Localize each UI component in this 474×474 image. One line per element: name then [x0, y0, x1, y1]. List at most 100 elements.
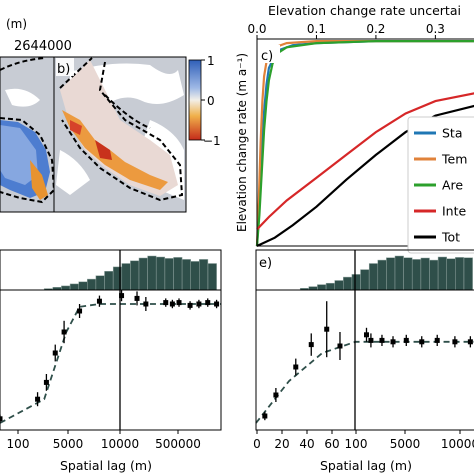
panel-e-xlabel: Spatial lag (m) — [320, 458, 412, 473]
histogram-bar — [429, 259, 439, 291]
histogram-bar — [104, 271, 114, 291]
data-point — [293, 364, 299, 370]
map-b-glacier-orange — [62, 110, 168, 190]
histogram-bar — [121, 263, 131, 291]
data-point — [143, 301, 149, 307]
panel-c: Elevation change rate uncertai Elevation… — [235, 3, 474, 254]
map-panels: (m) 2644000 b) — [0, 17, 221, 213]
histogram-bar — [368, 263, 379, 291]
data-point — [390, 339, 396, 345]
map-b-frame — [53, 56, 187, 213]
map-b-outline-2 — [104, 94, 151, 129]
x-tick-label: 0 — [253, 437, 261, 451]
colorbar-tick-label: −1 — [203, 134, 221, 148]
histogram-bar — [61, 285, 71, 291]
histogram-bar — [437, 256, 447, 291]
colorbar-tick-label: 1 — [207, 54, 215, 68]
panel-c-label-box — [260, 45, 280, 63]
data-point — [61, 329, 67, 335]
data-point — [205, 300, 211, 306]
panel-c-x-ticks: 0.0 0.1 0.2 0.3 — [247, 22, 445, 39]
histogram-bar — [325, 282, 335, 291]
map-unit-label: (m) — [6, 17, 27, 31]
histogram-bar — [420, 257, 430, 291]
legend-label: Tot — [441, 230, 460, 245]
histogram-bar — [181, 259, 191, 291]
data-point — [163, 300, 169, 306]
histogram-bar — [403, 257, 413, 291]
data-point — [176, 300, 182, 306]
data-point — [379, 337, 385, 343]
panel-e-label-box — [258, 252, 278, 270]
data-point — [96, 298, 102, 304]
panel-e-points — [255, 301, 474, 424]
data-point — [35, 396, 41, 402]
panel-e-label: e) — [259, 256, 272, 271]
x-tick-label: 20 — [274, 437, 289, 451]
data-point — [0, 416, 3, 422]
map-b-ice-white-2 — [56, 150, 90, 195]
panel-d-points — [0, 290, 221, 424]
histogram-bar — [308, 286, 318, 291]
map-a-glacier-blue-2 — [0, 125, 38, 185]
histogram-bar — [190, 261, 200, 291]
data-point — [364, 332, 369, 338]
panel-d: 100 5000 10000 500000 Spatial lag (m) — [0, 249, 222, 473]
variogram-fit-line — [0, 303, 221, 424]
data-point — [273, 392, 279, 398]
data-point — [214, 301, 220, 307]
panel-e: e) 0 20 40 60 100 5000 10000 Spatial lag (m) — [253, 249, 474, 473]
panel-e-axes-frame — [255, 289, 474, 431]
panel-c-label: c) — [261, 49, 273, 64]
histogram-bar — [95, 275, 105, 291]
map-a-ice-white — [5, 88, 40, 107]
legend-box — [407, 116, 474, 254]
panel-e-x-ticks: 0 20 40 60 100 5000 10000 — [253, 430, 474, 451]
histogram-bar — [377, 259, 387, 291]
map-b-glacier-red — [95, 140, 112, 160]
histogram-bar — [130, 260, 140, 291]
data-point — [77, 308, 83, 314]
x-tick-label: 100 — [7, 437, 30, 451]
histogram-bar — [463, 257, 473, 291]
map-a — [0, 56, 56, 213]
panel-c-title: Elevation change rate uncertai — [268, 3, 461, 18]
histogram-bar — [455, 257, 465, 291]
map-b-outline — [59, 57, 184, 202]
data-point — [337, 343, 343, 349]
data-point — [43, 379, 49, 385]
x-tick-label: 5000 — [53, 437, 84, 451]
histogram-bar — [207, 263, 217, 291]
data-point — [403, 337, 409, 343]
panel-c-x-tick-label: 0.2 — [366, 22, 385, 36]
data-point — [119, 293, 125, 299]
easting-tick-label: 2644000 — [14, 39, 72, 54]
histogram-bar — [351, 274, 361, 291]
histogram-bar — [138, 257, 148, 291]
panel-c-ylabel: Elevation change rate (m a⁻¹) — [235, 53, 249, 232]
data-point — [169, 301, 175, 307]
map-b: b) — [53, 56, 187, 213]
data-point — [308, 342, 314, 348]
legend-label: Tem — [441, 152, 467, 167]
histogram-bar — [147, 255, 157, 291]
colorbar: 1 0 −1 — [188, 54, 221, 148]
histogram-bar — [78, 281, 88, 291]
histogram-bar — [199, 259, 209, 291]
panel-d-histogram — [43, 255, 217, 291]
panel-c-axes-frame — [256, 38, 474, 247]
data-point — [452, 339, 458, 345]
histogram-bar — [155, 256, 166, 291]
histogram-bar — [173, 257, 183, 291]
x-tick-label: 100 — [345, 437, 368, 451]
data-point — [368, 337, 374, 343]
panel-label-b: b) — [57, 62, 70, 77]
histogram-bar — [69, 283, 79, 291]
variogram-fit-line — [255, 340, 474, 424]
series-line-inte — [256, 92, 474, 231]
map-a-outline — [0, 117, 56, 204]
x-tick-label: 10000 — [101, 437, 139, 451]
x-tick-label: 500000 — [155, 437, 201, 451]
histogram-bar — [411, 259, 422, 291]
panel-c-x-tick-label: 0.3 — [426, 22, 445, 36]
